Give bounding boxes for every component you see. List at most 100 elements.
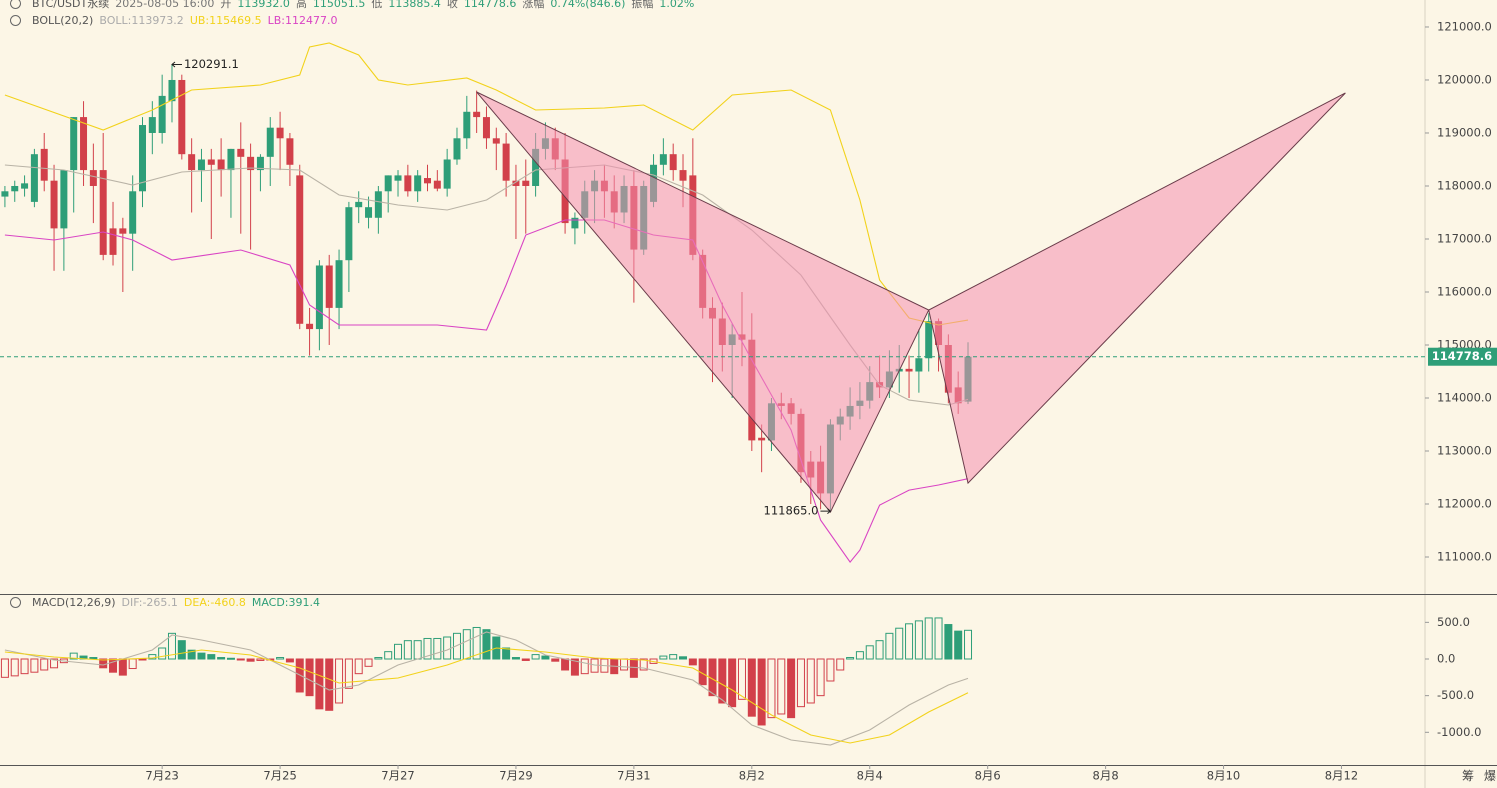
candle-body xyxy=(129,191,137,234)
macd-bar xyxy=(285,658,294,663)
candle-body xyxy=(463,111,471,139)
tool-button[interactable]: 爆 xyxy=(1484,769,1497,783)
macd-bar xyxy=(276,657,285,660)
candle-body xyxy=(758,437,766,441)
y-tick-label: 113000.0 xyxy=(1437,443,1492,457)
collapse-icon[interactable] xyxy=(10,15,21,26)
indicator-line xyxy=(4,42,969,326)
macd-bar xyxy=(0,658,9,678)
macd-bar xyxy=(177,640,186,660)
collapse-icon[interactable] xyxy=(10,0,21,9)
macd-bar xyxy=(20,658,29,675)
candle-body xyxy=(453,138,461,160)
candle-body xyxy=(276,127,284,139)
candle-body xyxy=(384,175,392,192)
macd-bar xyxy=(944,624,953,660)
macd-bar xyxy=(452,632,461,660)
candle-body xyxy=(188,154,196,171)
candle-body xyxy=(227,148,235,171)
macd-bar xyxy=(109,658,118,673)
candle-body xyxy=(424,178,431,184)
macd-bar xyxy=(875,640,884,660)
candle-body xyxy=(482,117,490,139)
macd-bar xyxy=(787,658,796,719)
legend-entry: MACD:391.4 xyxy=(251,596,320,609)
field-value: 113932.0 xyxy=(237,0,290,10)
candle-body xyxy=(60,170,68,229)
candle-body xyxy=(30,154,38,202)
macd-bar xyxy=(226,657,235,660)
candle-body xyxy=(315,265,323,330)
collapse-icon[interactable] xyxy=(10,597,21,608)
candle-body xyxy=(217,159,225,171)
candle-body xyxy=(345,207,353,261)
macd-bar xyxy=(246,658,255,662)
legend-entry: DEA:-460.8 xyxy=(183,596,246,609)
macd-bar xyxy=(207,654,216,660)
macd-bar xyxy=(521,658,530,661)
macd-bar xyxy=(905,623,914,660)
candle-body xyxy=(443,159,451,189)
x-tick-label: 8月8 xyxy=(1093,769,1119,783)
indicator-line xyxy=(4,219,969,564)
candle-body xyxy=(109,228,117,255)
macd-bar xyxy=(728,658,737,708)
macd-bar xyxy=(747,658,756,717)
field-label: 低 xyxy=(371,0,383,10)
legend-entry: UB:115469.5 xyxy=(189,14,262,27)
macd-bar xyxy=(796,658,805,708)
macd-bar xyxy=(629,658,638,678)
candle-body xyxy=(925,321,933,359)
macd-bar xyxy=(158,647,167,660)
candle-body xyxy=(394,175,402,181)
candle-body xyxy=(492,138,500,144)
macd-bar xyxy=(325,658,334,711)
tool-button[interactable]: 筹 xyxy=(1462,769,1475,783)
candle-body xyxy=(11,185,19,192)
harmonic-pattern xyxy=(476,91,930,513)
field-label: 开 xyxy=(220,0,232,10)
macd-bar xyxy=(374,657,383,660)
macd-bar xyxy=(344,658,353,689)
candle-body xyxy=(1,191,9,197)
macd-bar xyxy=(384,651,393,660)
y-tick-label: 119000.0 xyxy=(1437,125,1492,139)
candle-body xyxy=(99,170,107,255)
candle-body xyxy=(915,358,923,372)
candle-body xyxy=(502,143,510,181)
macd-bar xyxy=(30,658,39,673)
annotation: 111865.0 xyxy=(764,504,819,518)
candle-body xyxy=(296,175,304,324)
macd-bar xyxy=(688,658,697,666)
macd-bar xyxy=(315,658,324,710)
macd-bar xyxy=(167,632,176,660)
macd-bar xyxy=(669,654,678,660)
annotation-arrow xyxy=(171,61,182,68)
y-tick-label: 112000.0 xyxy=(1437,497,1492,511)
candle-body xyxy=(256,156,264,171)
macd-bar xyxy=(69,652,78,660)
macd-bar xyxy=(679,656,688,660)
candle-body xyxy=(237,148,245,157)
macd-bar xyxy=(394,643,403,660)
y-tick-label: 116000.0 xyxy=(1437,284,1492,298)
macd-bar xyxy=(895,627,904,660)
macd-bar xyxy=(855,651,864,660)
time: 2025-08-05 16:00 xyxy=(115,0,215,10)
macd-bar xyxy=(138,658,147,661)
candle-body xyxy=(679,170,687,181)
price-tag-label: 114778.6 xyxy=(1432,349,1492,363)
x-tick-label: 7月25 xyxy=(263,769,296,783)
macd-bar xyxy=(885,632,894,660)
boll-legend: BOLL(20,2) BOLL:113973.2 UB:115469.5 LB:112… xyxy=(32,14,337,28)
candle-body xyxy=(512,180,520,186)
macd-bar xyxy=(197,652,206,660)
x-tick-label: 8月2 xyxy=(739,769,765,783)
macd-bar xyxy=(443,636,452,660)
x-tick-label: 8月4 xyxy=(857,769,883,783)
macd-bar xyxy=(50,658,59,669)
candle-body xyxy=(335,260,343,308)
macd-bar xyxy=(148,654,157,660)
candle-body xyxy=(325,265,333,308)
